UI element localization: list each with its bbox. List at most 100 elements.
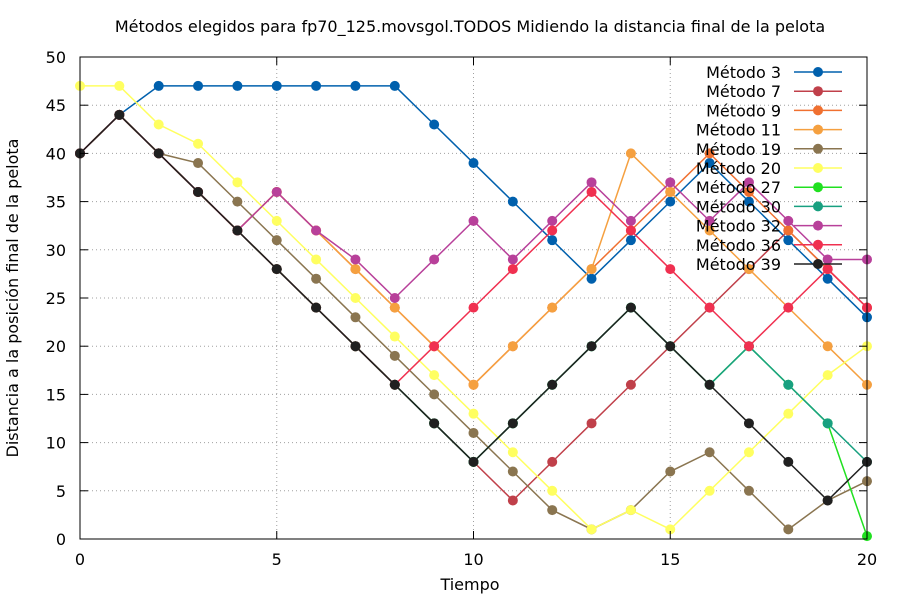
data-point [743,196,754,207]
data-point [665,177,676,188]
data-point [547,505,558,516]
tick-marks [79,56,868,540]
data-point [822,418,833,429]
data-point [153,148,164,159]
data-point [507,495,518,506]
data-point [783,302,794,313]
data-point [547,302,558,313]
data-point [468,379,479,390]
data-point [586,524,597,535]
data-point [665,196,676,207]
data-point [311,302,322,313]
series-method-6 [75,80,872,535]
data-point [783,225,794,236]
legend-item: Método 7 [706,82,842,101]
legend-item: Método 19 [696,140,842,159]
y-tick-label: 40 [46,144,66,163]
data-point [625,215,636,226]
y-tick-label: 25 [46,289,66,308]
y-tick-label: 30 [46,241,66,260]
data-point [586,341,597,352]
legend-label: Método 32 [696,217,781,236]
data-point [389,331,400,342]
data-point [153,119,164,130]
y-tick-label: 20 [46,337,66,356]
data-point [743,264,754,275]
data-point [311,80,322,91]
data-point [389,293,400,303]
data-point [468,158,479,169]
data-point [547,215,558,226]
data-point [743,186,754,197]
data-point [468,456,479,467]
data-point [743,177,754,188]
data-point [350,254,361,265]
data-point [665,264,676,275]
data-point [547,456,558,467]
data-point [704,225,715,236]
data-point [193,186,204,197]
x-tick-labels: 0 5 10 15 20 [75,550,877,569]
data-point [193,158,204,169]
data-point [743,447,754,458]
data-point [507,196,518,207]
legend-item: Método 9 [706,101,842,120]
data-point [153,80,164,91]
data-point [547,225,558,236]
data-point [507,254,518,265]
data-point [350,312,361,323]
data-point [232,225,243,236]
data-point [468,302,479,313]
data-point [271,264,282,275]
data-point [350,341,361,352]
data-point [350,80,361,91]
legend-label: Método 11 [696,121,781,140]
y-tick-labels: 0 5 10 15 20 25 30 35 40 45 50 [46,48,66,549]
data-point [625,505,636,516]
data-point [429,389,440,400]
data-point [547,235,558,246]
data-point [704,215,715,226]
data-point [271,215,282,226]
data-point [311,225,322,236]
data-point [311,273,322,284]
data-point [625,302,636,313]
data-point [547,485,558,496]
legend-swatch-marker [813,67,823,77]
y-tick-label: 10 [46,434,66,453]
x-tick-label: 0 [75,550,85,569]
data-point [114,109,125,120]
data-point [822,341,833,352]
y-tick-label: 35 [46,193,66,212]
data-point [822,254,833,265]
data-point [743,485,754,496]
data-point [429,370,440,381]
legend-swatch-marker [813,143,823,154]
legend-label: Método 7 [706,82,781,101]
legend-item: Método 39 [696,255,842,274]
legend-label: Método 20 [696,159,781,178]
data-point [783,379,794,390]
data-point [350,264,361,275]
data-point [783,456,794,467]
data-point [704,302,715,313]
data-point [389,379,400,390]
data-point [586,273,597,284]
series-lines [75,80,872,542]
data-point [704,447,715,458]
data-point [743,418,754,429]
data-point [625,225,636,236]
data-point [822,495,833,506]
data-point [507,418,518,429]
legend-item: Método 11 [696,121,842,140]
y-tick-label: 50 [46,48,66,67]
data-point [665,466,676,477]
data-point [389,302,400,313]
legend-item: Método 27 [696,178,842,197]
data-point [429,119,440,130]
legend-label: Método 3 [706,63,781,82]
data-point [625,235,636,246]
legend-item: Método 36 [696,236,842,255]
